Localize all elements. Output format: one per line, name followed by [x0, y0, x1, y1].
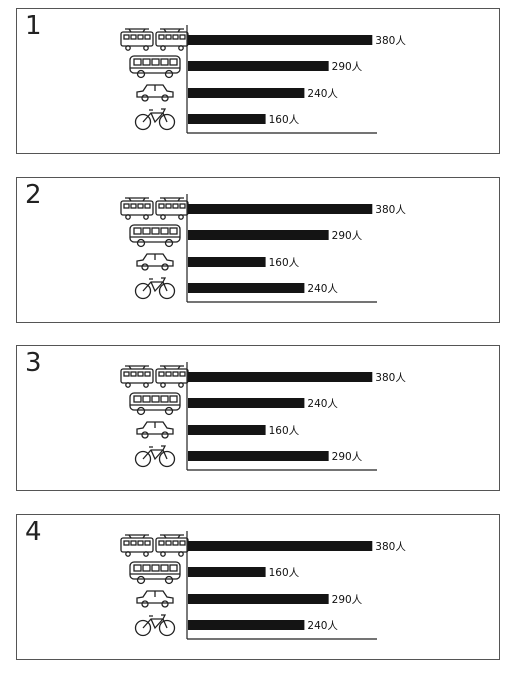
bar	[188, 204, 373, 214]
bicycle-icon	[134, 108, 176, 131]
bar	[188, 61, 329, 71]
panel-number: 2	[25, 180, 42, 210]
chart-panel-4: 4 380人 160人 290人 240人	[16, 514, 500, 660]
data-label: 290人	[332, 594, 363, 606]
bicycle-icon	[134, 445, 176, 468]
bus-icon	[129, 392, 181, 416]
data-label: 380人	[375, 204, 406, 216]
bar-chart: 380人 160人 290人 240人	[120, 531, 406, 640]
chart-panel-2: 2 380人 290人 160人 240人	[16, 177, 500, 323]
data-label: 160人	[269, 114, 300, 126]
bar	[188, 425, 266, 435]
data-label: 160人	[269, 567, 300, 579]
bar-chart: 380人 240人 160人 290人	[120, 362, 406, 471]
bus-icon	[129, 55, 181, 79]
bar	[188, 541, 373, 551]
bar-chart: 380人 290人 160人 240人	[120, 194, 406, 303]
data-label: 290人	[332, 230, 363, 242]
data-label: 240人	[307, 398, 338, 410]
data-label: 380人	[375, 35, 406, 47]
data-label: 290人	[332, 451, 363, 463]
train-icon	[120, 534, 189, 557]
bar	[188, 88, 305, 98]
data-label: 380人	[375, 372, 406, 384]
bar	[188, 451, 329, 461]
bar	[188, 35, 373, 45]
car-icon	[136, 590, 174, 608]
bar	[188, 283, 305, 293]
train-icon	[120, 197, 189, 220]
train-icon	[120, 365, 189, 388]
panel-number: 3	[25, 348, 42, 378]
bicycle-icon	[134, 277, 176, 300]
bus-icon	[129, 224, 181, 248]
bar	[188, 230, 329, 240]
bar-chart: 380人 290人 240人 160人	[120, 25, 406, 134]
bar	[188, 114, 266, 124]
data-label: 160人	[269, 425, 300, 437]
bicycle-icon	[134, 614, 176, 637]
data-label: 290人	[332, 61, 363, 73]
data-label: 240人	[307, 88, 338, 100]
bar	[188, 398, 305, 408]
data-label: 160人	[269, 257, 300, 269]
bus-icon	[129, 561, 181, 585]
data-label: 240人	[307, 620, 338, 632]
chart-panel-1: 1 380人 290人 240人 160人	[16, 8, 500, 154]
panel-number: 4	[25, 517, 42, 547]
train-icon	[120, 28, 189, 51]
car-icon	[136, 253, 174, 271]
chart-panel-3: 3 380人 240人 160人 290人	[16, 345, 500, 491]
data-label: 240人	[307, 283, 338, 295]
bar	[188, 257, 266, 267]
bar	[188, 620, 305, 630]
bar	[188, 567, 266, 577]
panel-number: 1	[25, 11, 42, 41]
car-icon	[136, 84, 174, 102]
data-label: 380人	[375, 541, 406, 553]
bar	[188, 594, 329, 604]
bar	[188, 372, 373, 382]
car-icon	[136, 421, 174, 439]
